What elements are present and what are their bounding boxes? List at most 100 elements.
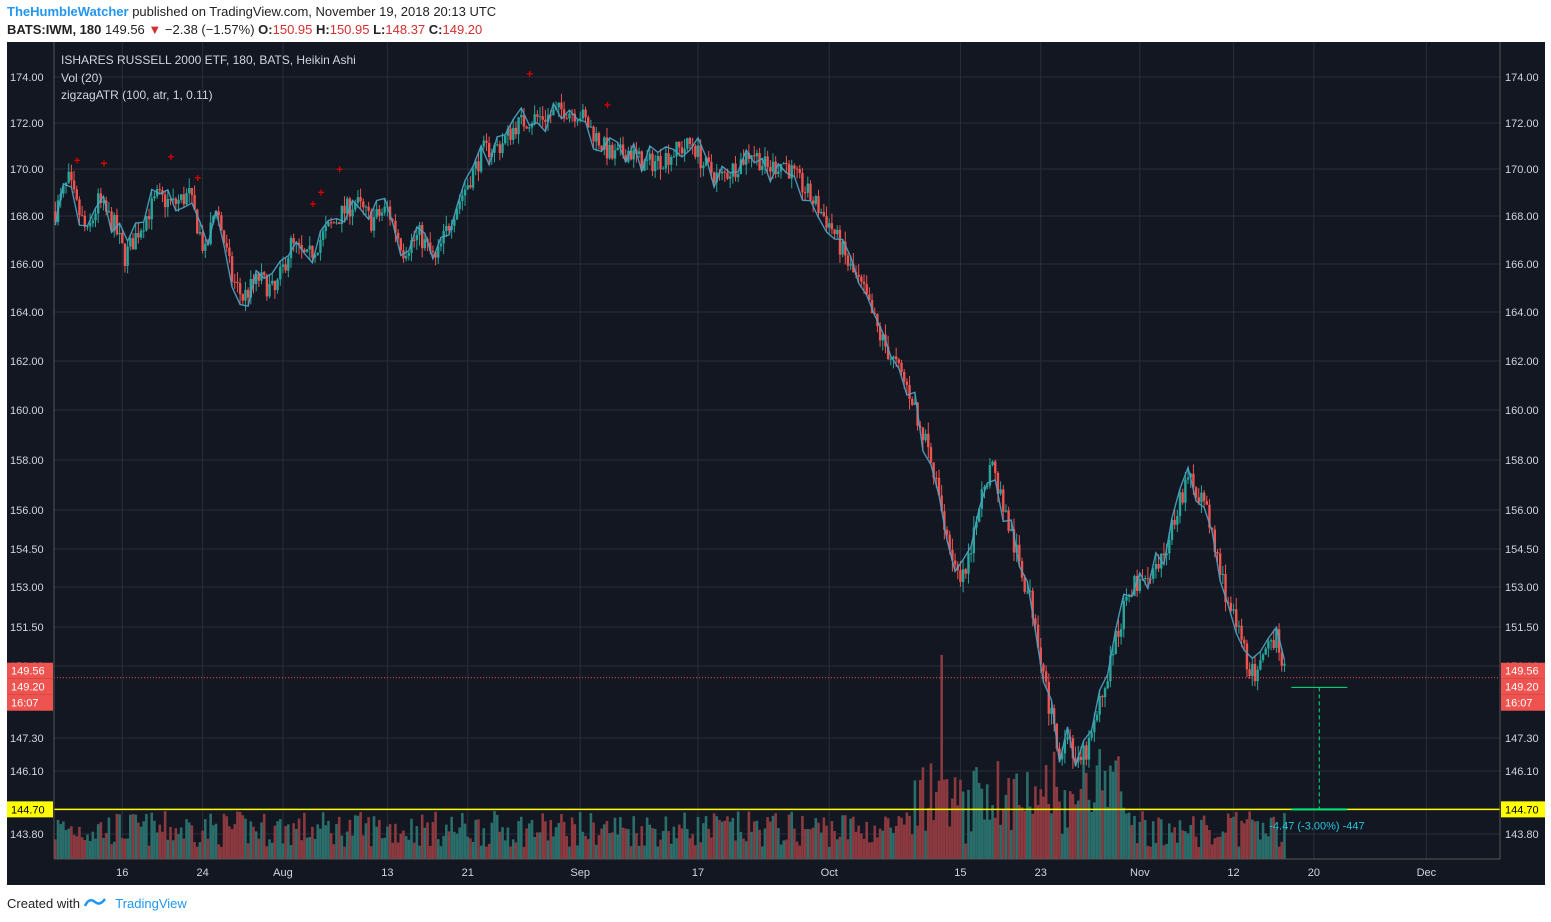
candle-body [370, 210, 373, 231]
candle-body [362, 201, 365, 208]
candle-body [686, 138, 689, 149]
volume-bar [1253, 821, 1257, 859]
price-levels: -4.47 (-3.00%) -447 [54, 677, 1500, 832]
candle-body [343, 205, 346, 214]
y-tick-label-right: 146.10 [1505, 766, 1539, 778]
candle-body [889, 358, 893, 360]
candle-body [830, 223, 834, 230]
volume-bar [645, 817, 649, 859]
candle-body [131, 238, 135, 250]
volume-bar [142, 821, 146, 859]
candle-body [512, 127, 515, 140]
candle-body [399, 238, 402, 251]
volume-bar [311, 826, 314, 859]
chart-container[interactable]: + + + + + + + + + -4.47 (-3.00%) -447 174.00 174.… [7, 42, 1547, 885]
volume-bar [1093, 802, 1096, 859]
candle-body [645, 159, 649, 161]
volume-bar [1251, 819, 1254, 859]
volume-bar [720, 821, 724, 859]
candle-body [254, 273, 258, 285]
candle-body [592, 126, 595, 142]
x-tick-label: 20 [1308, 867, 1320, 879]
price-chart[interactable]: + + +++++++ -4.47 (-3.00%) -447 174.00 174.… [7, 42, 1547, 885]
candle-body [150, 198, 153, 220]
tradingview-link[interactable]: TradingView [115, 896, 187, 911]
volume-bar [627, 829, 630, 859]
candle-body [892, 356, 895, 359]
zigzag-marker: + [74, 153, 81, 167]
volume-bar [110, 844, 113, 859]
volume-bar [399, 833, 403, 859]
y-tick-label-left: 154.50 [10, 544, 44, 556]
candle-body [201, 232, 204, 251]
volume-bar [608, 833, 611, 859]
candle-body [739, 159, 743, 175]
volume-bar [394, 823, 397, 859]
candle-body [1157, 564, 1160, 569]
candle-body [303, 249, 306, 253]
candle-body [1109, 655, 1112, 682]
volume-bar [364, 823, 368, 859]
volume-bar [734, 840, 737, 859]
x-tick-label: 17 [692, 867, 704, 879]
candle-body [257, 273, 261, 281]
volume-bar [230, 829, 234, 859]
volume-bar [487, 843, 491, 859]
volume-bar [782, 840, 785, 859]
candle-body [351, 209, 354, 217]
candle-body [688, 138, 692, 145]
volume-bar [428, 845, 432, 859]
volume-bar [260, 822, 263, 859]
candle-body [182, 194, 186, 205]
volume-bar [1165, 843, 1168, 859]
candle-body [279, 266, 282, 280]
volume-bar [265, 846, 269, 859]
volume-bar [763, 828, 767, 859]
candle-body [640, 151, 643, 171]
candle-body [410, 240, 413, 253]
candle-body [881, 334, 884, 341]
volume-bar [886, 818, 890, 859]
candle-body [230, 256, 234, 282]
volume-bar [222, 813, 226, 859]
candle-body [565, 118, 568, 120]
volume-bar [1210, 844, 1214, 859]
candle-body [466, 185, 469, 190]
volume-bar [739, 831, 743, 859]
volume-bar [921, 767, 925, 859]
candle-body [107, 211, 111, 213]
volume-bar [340, 835, 344, 859]
candle-body [1026, 591, 1029, 593]
volume-bar [287, 824, 290, 859]
volume-bar [469, 838, 472, 859]
close-value: 149.20 [442, 22, 483, 37]
candle-body [1232, 609, 1235, 611]
volume-bar [1010, 829, 1013, 859]
candle-body [576, 120, 579, 122]
volume-bar [806, 829, 810, 859]
volume-bar [1106, 806, 1110, 859]
volume-bar [1151, 821, 1155, 859]
volume-bar [1052, 751, 1056, 859]
volume-bar [254, 831, 258, 859]
candle-body [536, 114, 539, 117]
candle-body [354, 202, 357, 210]
volume-bar [1018, 805, 1021, 859]
y-axis[interactable]: 174.00 174.00 172.00 172.00 170.00 170.00 168.… [7, 42, 1547, 859]
volume-bar [667, 831, 670, 859]
volume-bar [1157, 817, 1160, 859]
volume-bar [447, 831, 451, 859]
y-tick-label-right: 170.00 [1505, 164, 1539, 176]
volume-bar [584, 835, 587, 859]
created-with-text: Created with [7, 896, 80, 911]
author-link[interactable]: TheHumbleWatcher [7, 4, 129, 19]
candle-body [546, 114, 550, 122]
candle-body [1253, 663, 1257, 682]
candle-body [193, 194, 196, 210]
y-tick-label-left: 170.00 [10, 164, 44, 176]
volume-bar [471, 841, 475, 859]
volume-bar [999, 824, 1002, 859]
candle-body [522, 114, 526, 127]
x-axis[interactable]: 16 24 Aug 13 21 Sep 17 Oct 15 23 Nov 12 20 Dec [54, 858, 1500, 879]
volume-bar [664, 816, 668, 859]
